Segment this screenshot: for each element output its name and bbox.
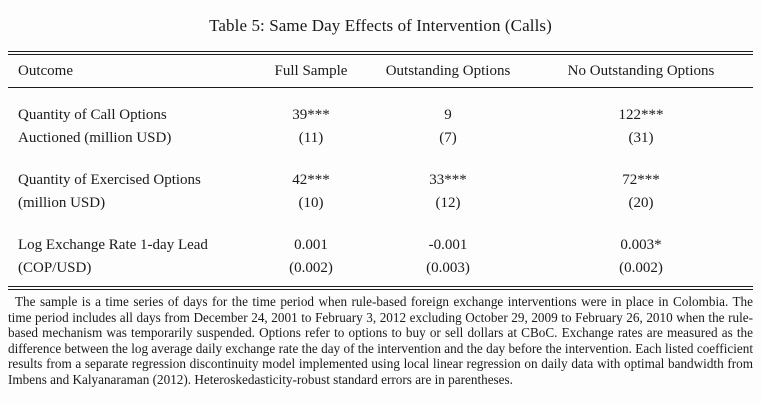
table-row: Quantity of Exercised Options (million U… bbox=[8, 150, 753, 215]
cell-no-outstanding-options: 122*** (31) bbox=[529, 88, 753, 150]
coefficient: -0.001 bbox=[428, 237, 468, 253]
coefficient: 33*** bbox=[429, 172, 467, 188]
standard-error: (20) bbox=[628, 195, 654, 211]
table-top-rule bbox=[8, 51, 753, 55]
cell-full-sample: 42*** (10) bbox=[255, 150, 367, 215]
table-bottom-rule bbox=[8, 286, 753, 290]
cell-full-sample: 0.001 (0.002) bbox=[255, 215, 367, 286]
column-header-full-sample: Full Sample bbox=[274, 63, 348, 79]
cell-outstanding-options: -0.001 (0.003) bbox=[367, 215, 529, 286]
cell-outstanding-options: 9 (7) bbox=[367, 88, 529, 150]
coefficient: 9 bbox=[444, 107, 452, 123]
table-footnote: The sample is a time series of days for … bbox=[8, 294, 753, 387]
outcome-line-2: Auctioned (million USD) bbox=[18, 130, 172, 146]
outcome-label: Log Exchange Rate 1-day Lead (COP/USD) bbox=[8, 215, 255, 286]
standard-error: (7) bbox=[439, 130, 457, 146]
outcome-label: Quantity of Exercised Options (million U… bbox=[8, 150, 255, 215]
coefficient: 0.003* bbox=[620, 237, 662, 253]
outcome-line-2: (million USD) bbox=[18, 195, 106, 211]
standard-error: (0.002) bbox=[289, 260, 333, 276]
header-rule bbox=[8, 87, 753, 88]
column-header-outcome: Outcome bbox=[18, 63, 73, 79]
coefficient: 0.001 bbox=[294, 237, 328, 253]
table-row: Quantity of Call Options Auctioned (mill… bbox=[8, 88, 753, 150]
header-row: Outcome Full Sample Outstanding Options … bbox=[8, 55, 753, 87]
cell-full-sample: 39*** (11) bbox=[255, 88, 367, 150]
outcome-label: Quantity of Call Options Auctioned (mill… bbox=[8, 88, 255, 150]
cell-no-outstanding-options: 72*** (20) bbox=[529, 150, 753, 215]
standard-error: (12) bbox=[435, 195, 461, 211]
coefficient: 42*** bbox=[292, 172, 330, 188]
results-table: Outcome Full Sample Outstanding Options … bbox=[8, 51, 753, 290]
regression-table-body: Quantity of Call Options Auctioned (mill… bbox=[8, 88, 753, 286]
table-title: Table 5: Same Day Effects of Interventio… bbox=[209, 16, 552, 35]
standard-error: (10) bbox=[298, 195, 324, 211]
standard-error: (0.003) bbox=[426, 260, 470, 276]
standard-error: (11) bbox=[298, 130, 324, 146]
cell-no-outstanding-options: 0.003* (0.002) bbox=[529, 215, 753, 286]
coefficient: 122*** bbox=[618, 107, 664, 123]
standard-error: (31) bbox=[628, 130, 654, 146]
coefficient: 39*** bbox=[292, 107, 330, 123]
regression-table: Outcome Full Sample Outstanding Options … bbox=[8, 55, 753, 87]
column-header-no-outstanding-options: No Outstanding Options bbox=[567, 63, 715, 79]
cell-outstanding-options: 33*** (12) bbox=[367, 150, 529, 215]
column-header-outstanding-options: Outstanding Options bbox=[385, 63, 511, 79]
standard-error: (0.002) bbox=[619, 260, 663, 276]
coefficient: 72*** bbox=[622, 172, 660, 188]
outcome-line-1: Log Exchange Rate 1-day Lead bbox=[18, 237, 208, 253]
outcome-line-1: Quantity of Exercised Options bbox=[18, 172, 201, 188]
outcome-line-1: Quantity of Call Options bbox=[18, 107, 167, 123]
outcome-line-2: (COP/USD) bbox=[18, 260, 92, 276]
table-row: Log Exchange Rate 1-day Lead (COP/USD) 0… bbox=[8, 215, 753, 286]
